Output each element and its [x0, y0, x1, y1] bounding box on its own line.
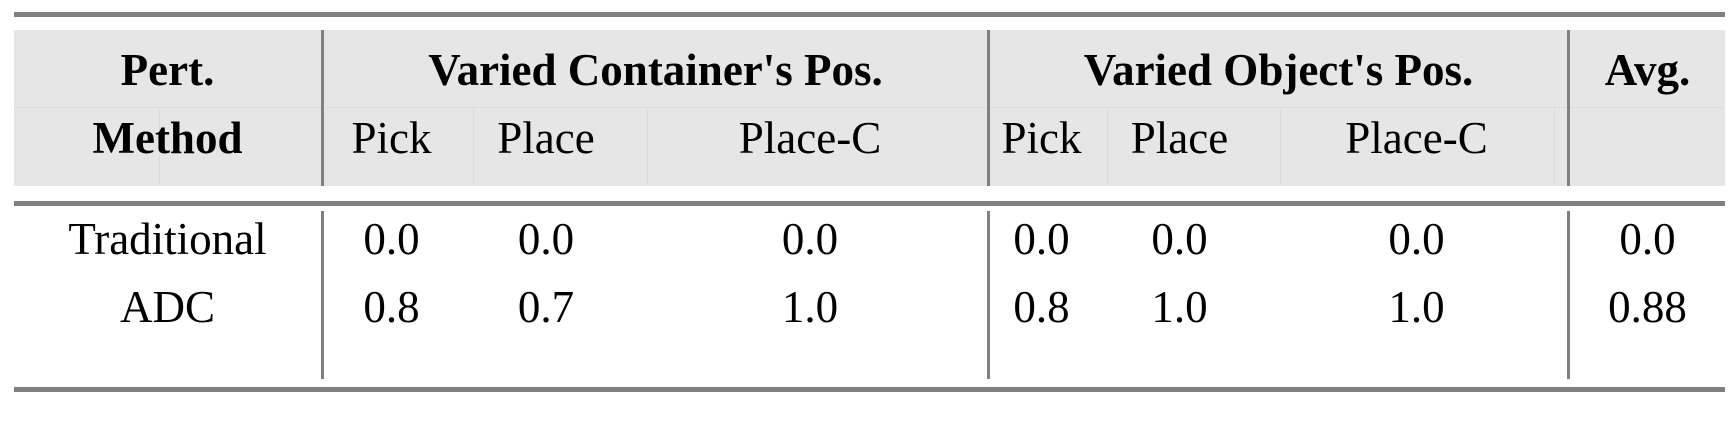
- table-cell: 0.8: [363, 282, 420, 332]
- table-header-band: [14, 30, 1725, 186]
- header-cell-separator: [159, 108, 160, 186]
- header-cell-separator: [1554, 108, 1555, 186]
- column-divider-groups-body: [987, 211, 990, 379]
- column-divider-stub-head: [321, 30, 324, 186]
- table-cell: 0.0: [1151, 214, 1208, 264]
- subheader-object-place-c: Place-C: [1345, 113, 1488, 163]
- column-divider-avg-head: [1567, 30, 1570, 186]
- group-header-varied-object: Varied Object's Pos.: [1083, 45, 1474, 95]
- row-label-traditional: Traditional: [68, 214, 267, 264]
- subheader-object-place: Place: [1130, 113, 1229, 163]
- table-cell: 0.0: [1013, 214, 1070, 264]
- subheader-object-pick: Pick: [1001, 113, 1082, 163]
- group-header-avg: Avg.: [1604, 45, 1691, 95]
- header-cell-separator: [647, 108, 648, 186]
- stub-header-line2: Method: [92, 113, 243, 163]
- table-header-rule: [14, 201, 1725, 206]
- header-subrow-separator: [14, 107, 1725, 108]
- table-cell: 0.88: [1608, 282, 1687, 332]
- subheader-container-pick: Pick: [351, 113, 432, 163]
- table-cell: 0.8: [1013, 282, 1070, 332]
- subheader-container-place: Place: [497, 113, 595, 163]
- row-label-adc: ADC: [119, 282, 215, 332]
- table-cell: 1.0: [781, 282, 839, 332]
- table-cell: 0.7: [517, 282, 575, 332]
- header-cell-separator: [1107, 108, 1108, 186]
- table-cell: 0.0: [781, 214, 839, 264]
- table-bottom-rule: [14, 387, 1725, 392]
- stub-header-line1: Pert.: [120, 45, 215, 95]
- column-divider-avg-body: [1567, 211, 1570, 379]
- table-cell: 1.0: [1388, 282, 1445, 332]
- header-cell-separator: [1280, 108, 1281, 186]
- subheader-container-place-c: Place-C: [738, 113, 882, 163]
- table-cell: 0.0: [1388, 214, 1445, 264]
- group-header-varied-container: Varied Container's Pos.: [428, 45, 883, 95]
- table-cell: 0.0: [363, 214, 420, 264]
- table-cell: 1.0: [1151, 282, 1208, 332]
- header-cell-separator: [473, 108, 474, 186]
- column-divider-groups-head: [987, 30, 990, 186]
- table-cell: 0.0: [517, 214, 575, 264]
- table-cell: 0.0: [1619, 214, 1676, 264]
- column-divider-stub-body: [321, 211, 324, 379]
- table-top-rule: [14, 12, 1725, 17]
